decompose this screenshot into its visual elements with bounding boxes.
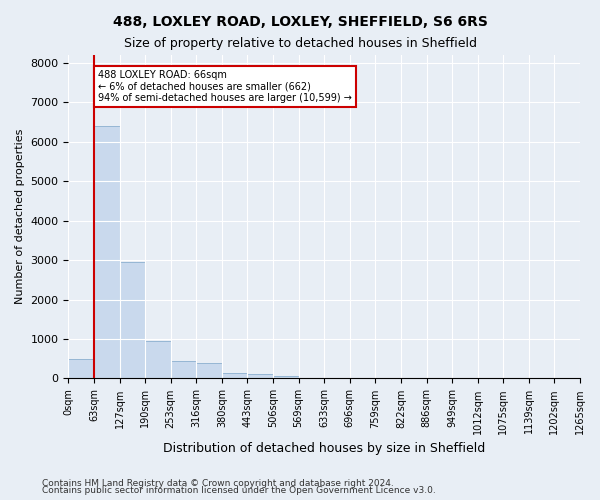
Text: 488, LOXLEY ROAD, LOXLEY, SHEFFIELD, S6 6RS: 488, LOXLEY ROAD, LOXLEY, SHEFFIELD, S6 … (113, 15, 487, 29)
Text: 488 LOXLEY ROAD: 66sqm
← 6% of detached houses are smaller (662)
94% of semi-det: 488 LOXLEY ROAD: 66sqm ← 6% of detached … (98, 70, 352, 103)
Bar (222, 374, 247, 378)
Bar (273, 376, 299, 378)
Y-axis label: Number of detached properties: Number of detached properties (15, 129, 25, 304)
X-axis label: Distribution of detached houses by size in Sheffield: Distribution of detached houses by size … (163, 442, 485, 455)
Bar (94, 126, 119, 378)
Text: Size of property relative to detached houses in Sheffield: Size of property relative to detached ho… (124, 38, 476, 51)
Text: Contains HM Land Registry data © Crown copyright and database right 2024.: Contains HM Land Registry data © Crown c… (42, 478, 394, 488)
Bar (171, 362, 196, 378)
Text: Contains public sector information licensed under the Open Government Licence v3: Contains public sector information licen… (42, 486, 436, 495)
Bar (247, 374, 273, 378)
Bar (68, 358, 94, 378)
Bar (196, 363, 222, 378)
Bar (145, 341, 171, 378)
Bar (119, 262, 145, 378)
